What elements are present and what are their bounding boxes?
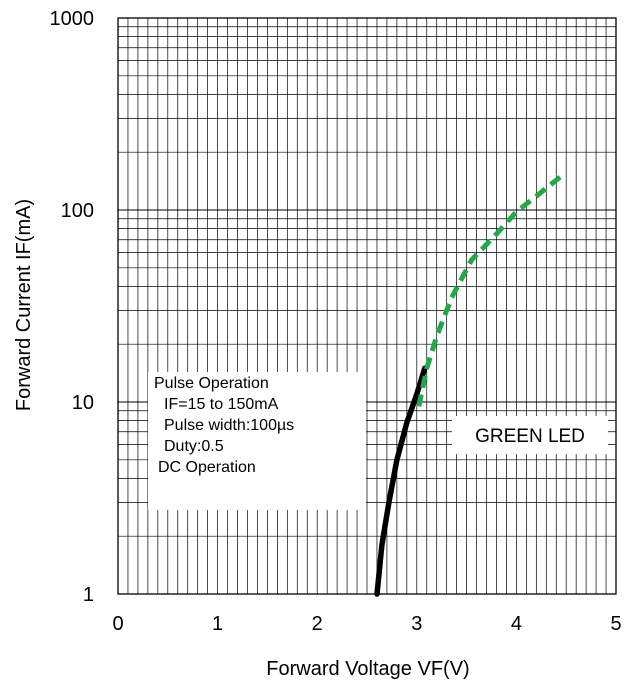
series-label: GREEN LED: [475, 426, 585, 447]
conditions-text: DC Operation: [158, 459, 256, 476]
y-tick-label: 100: [61, 200, 94, 222]
pulse-operation-curve: [416, 174, 563, 407]
x-tick-label: 4: [511, 613, 522, 635]
y-tick-label: 10: [72, 392, 94, 414]
y-tick-label: 1: [83, 584, 94, 606]
y-tick-label: 1000: [50, 8, 95, 30]
series-label-box: [452, 416, 608, 454]
conditions-text: IF=15 to 150mA: [164, 396, 279, 413]
dc-operation-curve: [374, 365, 428, 597]
plot-frame: [117, 17, 617, 595]
x-tick-label: 1: [212, 613, 223, 635]
conditions-box: [148, 372, 366, 510]
x-tick-label: 2: [312, 613, 323, 635]
conditions-text: Pulse Operation: [154, 375, 269, 392]
series-group: [374, 174, 563, 597]
conditions-text: Duty:0.5: [164, 438, 224, 455]
x-tick-label: 0: [112, 613, 123, 635]
x-axis-title: Forward Voltage VF(V): [266, 658, 469, 680]
y-axis-title: Forward Current IF(mA): [13, 199, 35, 411]
x-tick-label: 3: [411, 613, 422, 635]
x-tick-label: 5: [610, 613, 621, 635]
conditions-text: Pulse width:100µs: [164, 417, 294, 434]
